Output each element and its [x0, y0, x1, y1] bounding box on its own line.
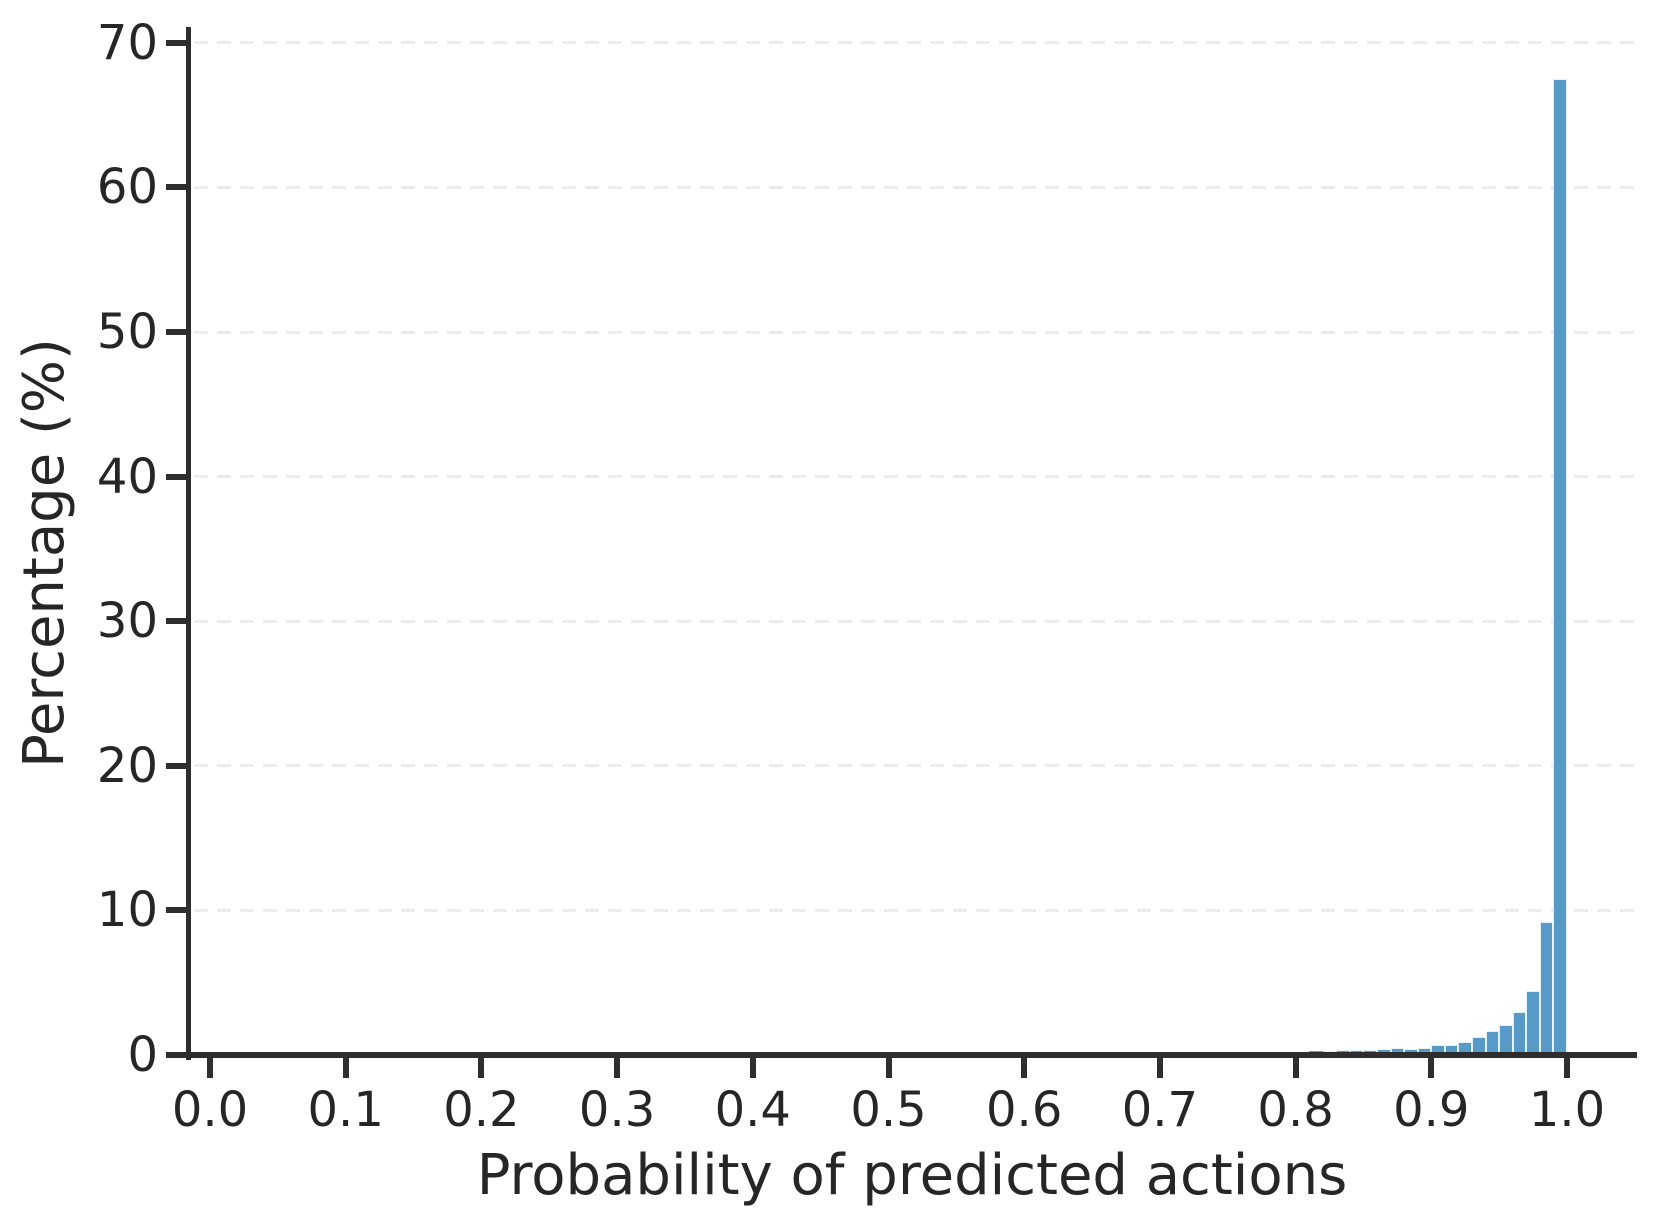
- x-tick-mark: [478, 1058, 485, 1078]
- x-tick-mark: [885, 1058, 892, 1078]
- x-axis-label: Probability of predicted actions: [476, 1143, 1348, 1208]
- x-tick-mark: [342, 1058, 349, 1078]
- y-axis-label: Percentage (%): [12, 338, 77, 768]
- y-gridline: [194, 764, 1637, 768]
- y-tick-mark: [166, 618, 187, 625]
- y-axis-spine: [186, 27, 191, 1060]
- y-gridline: [194, 619, 1637, 623]
- y-tick-mark: [166, 1052, 187, 1058]
- histogram-bar: [1431, 1045, 1445, 1055]
- y-tick-label: 40: [96, 448, 158, 505]
- x-tick-label: 0.9: [1393, 1082, 1470, 1138]
- y-tick-label: 20: [96, 737, 158, 794]
- x-tick-mark: [1021, 1058, 1028, 1078]
- y-tick-mark: [166, 762, 187, 769]
- y-tick-label: 0: [127, 1027, 158, 1083]
- x-tick-label: 0.0: [171, 1082, 249, 1138]
- y-gridline: [194, 475, 1637, 479]
- x-tick-label: 0.6: [986, 1082, 1063, 1138]
- y-tick-mark: [166, 907, 187, 914]
- histogram-bar: [1553, 78, 1567, 1055]
- x-tick-mark: [1292, 1058, 1299, 1078]
- histogram-bar: [1512, 1011, 1527, 1055]
- histogram-bar: [1417, 1047, 1432, 1055]
- histogram-bar: [1377, 1048, 1391, 1055]
- y-gridline: [194, 41, 1637, 45]
- y-tick-mark: [166, 473, 187, 480]
- plot-area: [188, 27, 1637, 1055]
- x-tick-mark: [614, 1058, 621, 1078]
- x-tick-mark: [1564, 1058, 1570, 1078]
- histogram-bar: [1472, 1037, 1486, 1055]
- histogram-bar: [1499, 1024, 1513, 1055]
- x-tick-label: 0.8: [1257, 1082, 1334, 1138]
- y-tick-label: 60: [96, 159, 158, 216]
- y-tick-label: 30: [96, 593, 158, 650]
- x-tick-label: 0.5: [850, 1082, 927, 1138]
- x-tick-label: 0.2: [443, 1082, 520, 1138]
- y-tick-mark: [166, 329, 187, 335]
- y-tick-mark: [166, 39, 187, 46]
- x-tick-label: 0.3: [578, 1082, 656, 1138]
- x-tick-mark: [207, 1058, 213, 1078]
- histogram-bar: [1458, 1042, 1472, 1055]
- x-tick-label: 0.1: [307, 1082, 384, 1138]
- y-gridline: [194, 185, 1637, 189]
- x-tick-label: 0.4: [714, 1082, 791, 1138]
- y-gridline: [194, 330, 1637, 334]
- x-tick-mark: [749, 1058, 756, 1078]
- histogram-bar: [1444, 1044, 1459, 1055]
- x-tick-mark: [1156, 1058, 1163, 1078]
- histogram-bar: [1526, 990, 1540, 1055]
- y-gridline: [194, 908, 1637, 912]
- y-tick-mark: [166, 184, 187, 191]
- histogram-bar: [1404, 1048, 1418, 1055]
- x-tick-label: 0.7: [1121, 1082, 1199, 1138]
- y-tick-label: 70: [96, 14, 158, 71]
- x-tick-mark: [1428, 1058, 1435, 1078]
- histogram-bar: [1539, 921, 1554, 1055]
- histogram-bar: [1390, 1048, 1405, 1055]
- y-tick-label: 50: [96, 304, 158, 360]
- histogram-bar: [1485, 1030, 1500, 1055]
- y-tick-label: 10: [96, 882, 158, 939]
- x-axis-spine: [186, 1052, 1637, 1058]
- x-tick-label: 1.0: [1528, 1082, 1606, 1138]
